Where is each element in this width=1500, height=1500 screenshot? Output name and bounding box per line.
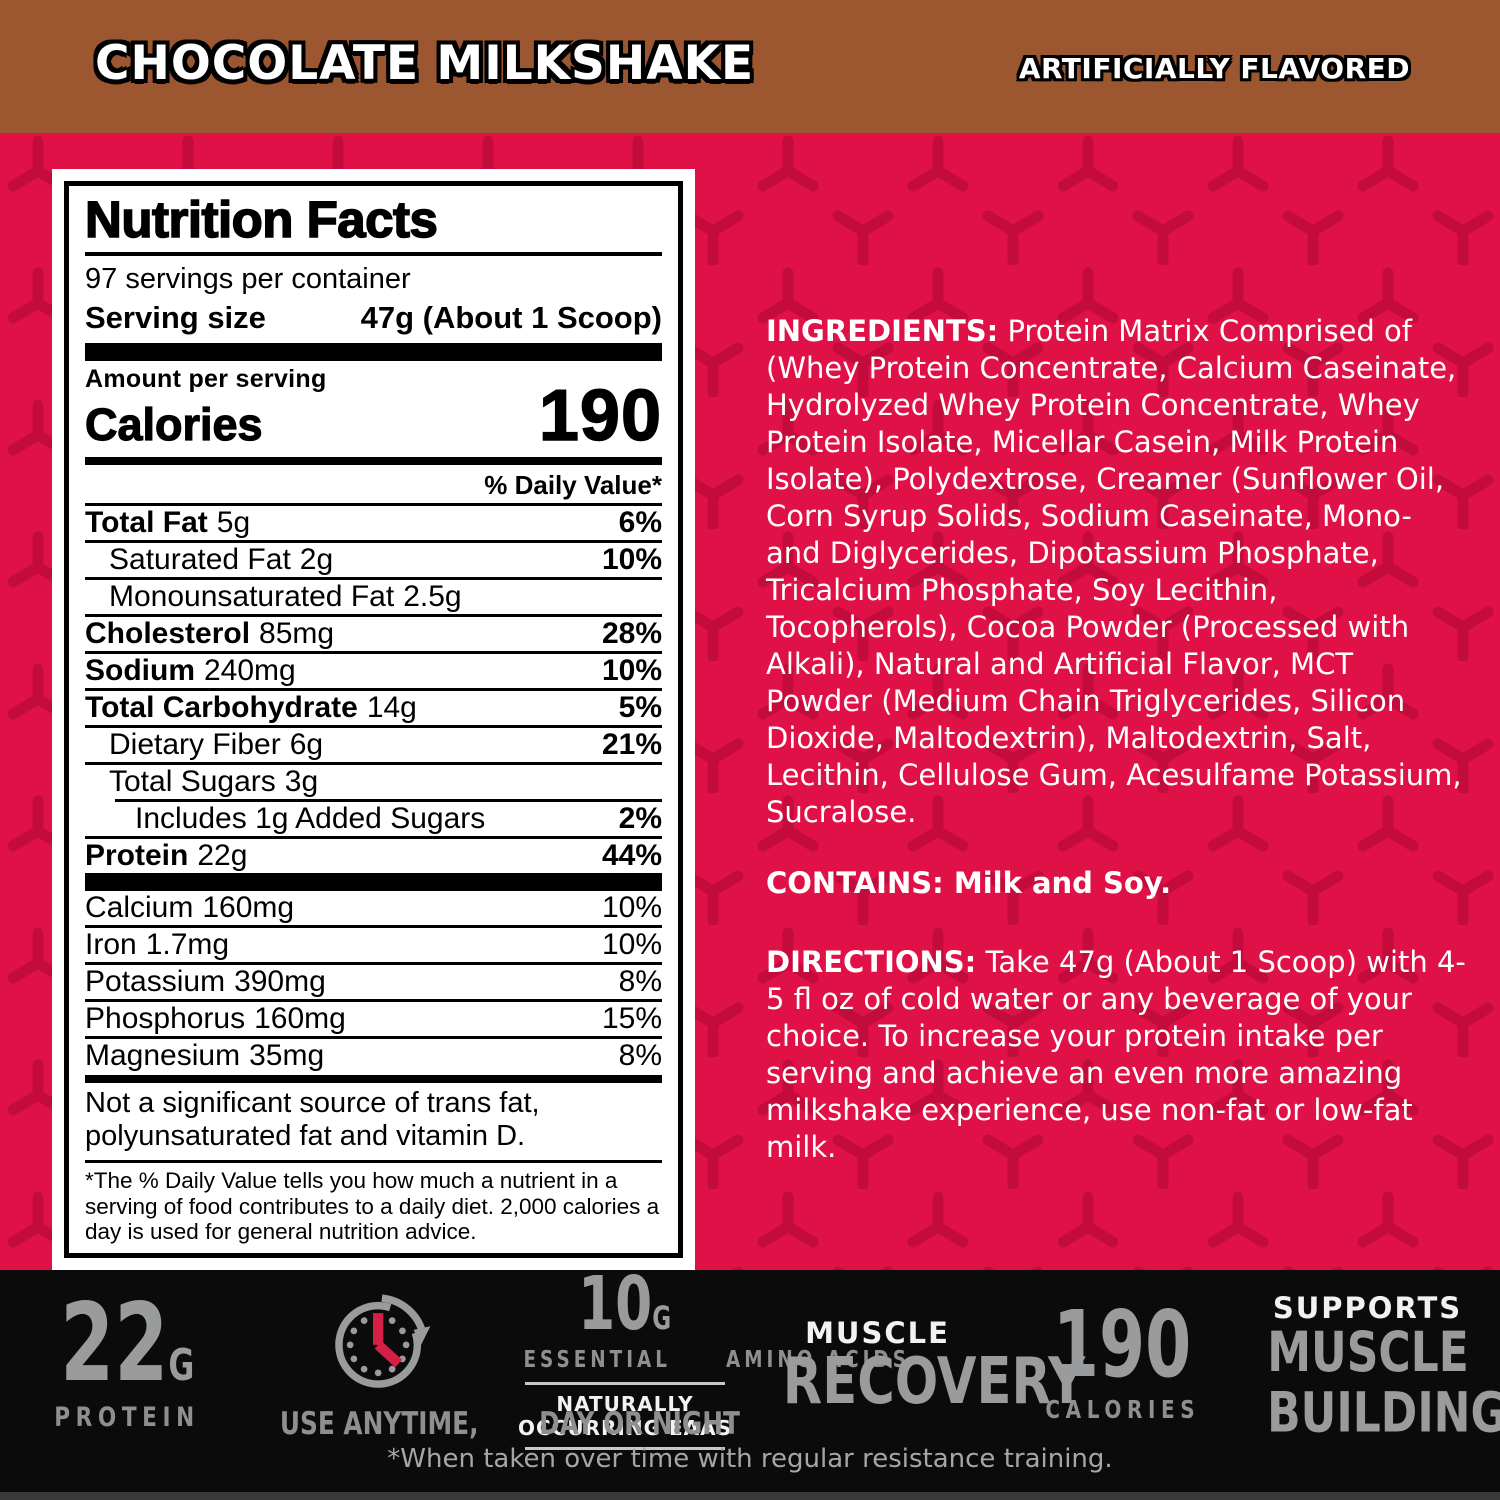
calories-badge-label: CALORIES (1045, 1394, 1200, 1424)
calories-label: Calories (84, 398, 263, 450)
divider (85, 252, 662, 256)
badge-protein: 22G PROTEIN (54, 1280, 201, 1434)
clock-arrow-icon (335, 1293, 431, 1388)
divider-thick (85, 873, 662, 888)
flavor-header-band: CHOCOLATE MILKSHAKE ARTIFICIALLY FLAVORE… (0, 0, 1500, 133)
building-top: SUPPORTS (1272, 1290, 1463, 1325)
serving-size-label: Serving size (85, 300, 266, 335)
nutrition-facts-panel: Nutrition Facts 97 servings per containe… (52, 169, 695, 1270)
row-added-sugars: Includes 1g Added Sugars 2% (85, 799, 662, 836)
row-monounsaturated-fat: Monounsaturated Fat 2.5g (85, 577, 662, 614)
row-magnesium: Magnesium 35mg 8% (85, 1036, 662, 1073)
badge-eaas: 10G ESSENTIAL AMINO ACIDS NATURALLY OCCU… (505, 1267, 905, 1458)
calories-value: 190 (538, 375, 662, 457)
info-column: INGREDIENTS: Protein Matrix Comprised of… (766, 313, 1466, 1166)
row-total-carbohydrate: Total Carbohydrate 14g 5% (85, 688, 662, 725)
amount-per-serving-label: Amount per serving (85, 365, 327, 393)
divider (525, 1382, 725, 1386)
not-significant-note: Not a significant source of trans fat, p… (85, 1087, 540, 1152)
badge-calories: 190 CALORIES (1045, 1291, 1200, 1424)
divider-thick (85, 343, 662, 361)
serving-size-value: 47g (About 1 Scoop) (360, 300, 662, 335)
building-main2: BUILDING (1267, 1380, 1500, 1445)
directions-label: DIRECTIONS: (766, 945, 977, 979)
eaas-line2: AMINO ACIDS (725, 1347, 910, 1374)
row-total-sugars: Total Sugars 3g (85, 762, 662, 799)
divider (85, 1160, 662, 1163)
label-body: Nutrition Facts 97 servings per containe… (0, 133, 1500, 1270)
daily-value-header: % Daily Value* (484, 470, 662, 500)
row-calcium: Calcium 160mg 10% (85, 888, 662, 925)
flavor-title: CHOCOLATE MILKSHAKE (95, 36, 755, 91)
building-main1: MUSCLE (1266, 1319, 1469, 1384)
badge-muscle-recovery: MUSCLE RECOVERY (745, 1315, 1085, 1414)
divider-medium (85, 1075, 662, 1083)
row-saturated-fat: Saturated Fat 2g 10% (85, 540, 662, 577)
daily-value-footnote: *The % Daily Value tells you how much a … (85, 1168, 660, 1244)
contains-paragraph: CONTAINS: Milk and Soy. (766, 865, 1466, 902)
eaas-note-line1: NATURALLY (556, 1392, 694, 1417)
row-protein: Protein 22g 44% (85, 836, 662, 873)
bottom-edge-strip (0, 1492, 1500, 1500)
directions-paragraph: DIRECTIONS: Take 47g (About 1 Scoop) wit… (766, 944, 1466, 1166)
serving-size-row: Serving size 47g (About 1 Scoop) (85, 297, 662, 339)
badge-use-anytime: USE ANYTIME, DAY OR NIGHT (255, 1287, 740, 1442)
badges-row: 22G PROTEIN (0, 1267, 1500, 1451)
row-potassium: Potassium 390mg 8% (85, 962, 662, 999)
ingredients-text: Protein Matrix Comprised of (Whey Protei… (766, 314, 1462, 829)
anytime-line2: DAY OR NIGHT (539, 1405, 741, 1442)
benefits-band: 22G PROTEIN (0, 1267, 1500, 1500)
servings-per-container: 97 servings per container (85, 263, 411, 295)
row-cholesterol: Cholesterol 85mg 28% (85, 614, 662, 651)
ingredients-label: INGREDIENTS: (766, 314, 999, 348)
eaas-line1: ESSENTIAL (523, 1347, 672, 1374)
row-iron: Iron 1.7mg 10% (85, 925, 662, 962)
eaas-note-line2: OCCURRING EAAS (518, 1416, 732, 1441)
row-phosphorus: Phosphorus 160mg 15% (85, 999, 662, 1036)
divider-medium (85, 457, 662, 465)
badge-muscle-building: SUPPORTS MUSCLE BUILDING+ (1235, 1290, 1500, 1440)
directions-text: Take 47g (About 1 Scoop) with 4-5 fl oz … (766, 945, 1466, 1164)
ingredients-paragraph: INGREDIENTS: Protein Matrix Comprised of… (766, 313, 1466, 831)
row-dietary-fiber: Dietary Fiber 6g 21% (85, 725, 662, 762)
divider (525, 1447, 725, 1451)
flavor-tagline: ARTIFICIALLY FLAVORED (1018, 52, 1410, 85)
recovery-main: RECOVERY (782, 1345, 1086, 1419)
anytime-line1: USE ANYTIME, (279, 1405, 479, 1442)
footer-disclaimer: *When taken over time with regular resis… (387, 1444, 1113, 1474)
calories-row: Calories 190 (84, 375, 662, 457)
row-sodium: Sodium 240mg 10% (85, 651, 662, 688)
contains-text: Milk and Soy. (953, 866, 1172, 900)
recovery-top: MUSCLE (805, 1316, 950, 1350)
protein-label: PROTEIN (54, 1402, 201, 1434)
row-total-fat: Total Fat 5g 6% (85, 503, 662, 540)
nutrition-facts-title: Nutrition Facts (84, 190, 438, 249)
contains-label: CONTAINS: (766, 866, 944, 900)
